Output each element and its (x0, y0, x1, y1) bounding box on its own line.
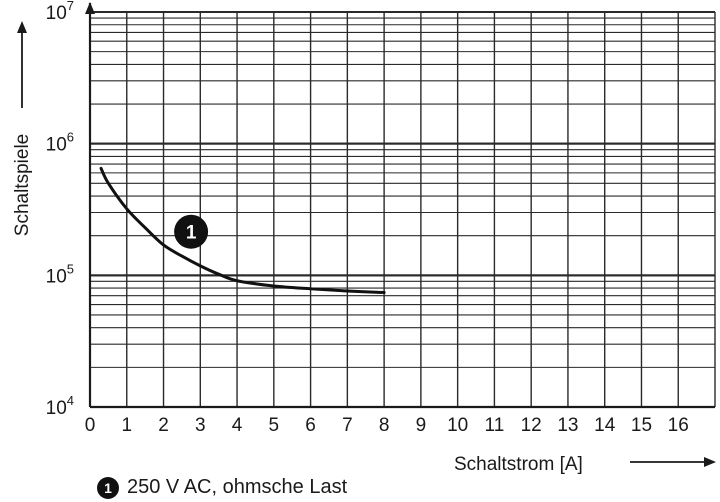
y-tick-label: 107 (46, 0, 74, 24)
x-tick-label: 5 (269, 415, 280, 436)
y-tick-label: 105 (46, 261, 74, 287)
grid (90, 11, 716, 408)
y-tick-label: 106 (46, 130, 74, 156)
x-tick-label: 14 (594, 415, 616, 436)
series-layer: 1 (99, 166, 386, 295)
legend-label: 250 V AC, ohmsche Last (127, 476, 348, 498)
x-tick-label: 0 (85, 415, 96, 436)
y-tick-label: 104 (46, 393, 74, 419)
labels: 0 1 2 3 4 5 6 7 8 9 10 11 12 13 14 15 16104105106107Scha… (12, 0, 716, 475)
x-axis-title: Schaltstrom [A] (454, 454, 583, 475)
x-tick-label: 1 (121, 415, 132, 436)
x-tick-label: 3 (195, 415, 206, 436)
series-line (99, 166, 386, 295)
y-axis-arrow (85, 2, 95, 14)
legend-marker: 1 (97, 476, 119, 499)
x-title-arrow-head (704, 457, 716, 467)
x-tick-label: 12 (521, 415, 542, 436)
axes (85, 2, 715, 409)
x-tick-label: 2 (158, 415, 169, 436)
x-tick-label: 13 (557, 415, 578, 436)
y-axis-title: Schaltspiele (12, 134, 33, 236)
x-tick-label: 11 (485, 415, 505, 436)
x-tick-label: 16 (668, 415, 689, 436)
series-marker-badge (174, 214, 209, 249)
x-tick-label: 4 (232, 415, 243, 436)
x-tick-label: 10 (447, 415, 468, 436)
legend: 1 250 V AC, ohmsche Last (97, 476, 347, 499)
x-tick-label: 8 (379, 415, 390, 436)
series-marker-label: 1 (186, 223, 197, 244)
x-tick-label: 15 (631, 415, 652, 436)
x-tick-label: 9 (416, 415, 427, 436)
y-title-arrow-head (17, 21, 27, 33)
x-tick-label: 7 (342, 415, 353, 436)
x-tick-label: 6 (305, 415, 316, 436)
